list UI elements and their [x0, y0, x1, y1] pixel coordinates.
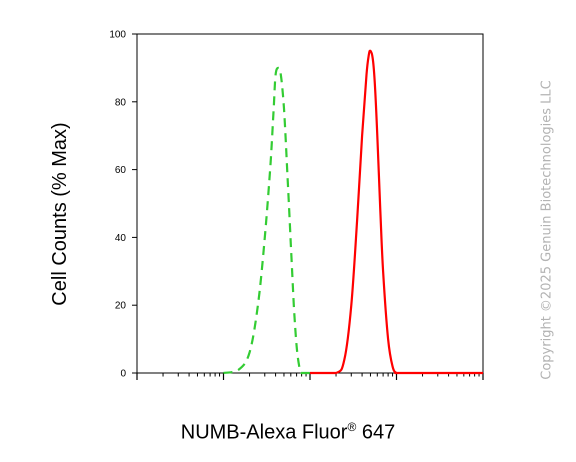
x-axis-label-main: NUMB-Alexa Fluor [180, 421, 348, 444]
y-ticks: 0 20 40 60 80 100 [109, 30, 137, 380]
series-2-line [310, 49, 483, 375]
plot-frame [136, 33, 484, 374]
axes [136, 33, 484, 374]
y-tick-label: 60 [115, 165, 127, 176]
x-ticks [136, 373, 484, 380]
y-tick-label: 80 [115, 97, 127, 108]
y-tick-label: 40 [115, 233, 127, 244]
x-axis-label: NUMB-Alexa Fluor® 647 [0, 420, 576, 445]
x-axis-label-tail: 647 [356, 421, 396, 444]
x-axis-label-superscript: ® [347, 420, 357, 434]
y-tick-label: 100 [109, 30, 126, 41]
y-tick-label: 0 [120, 369, 126, 380]
y-axis-label: Cell Counts (% Max) [49, 122, 71, 305]
series-group [223, 49, 483, 375]
series-1-line [223, 66, 310, 375]
copyright-text: Copyright ©2025 Genuin Biotechnologies L… [539, 80, 555, 380]
y-tick-label: 20 [115, 301, 127, 312]
